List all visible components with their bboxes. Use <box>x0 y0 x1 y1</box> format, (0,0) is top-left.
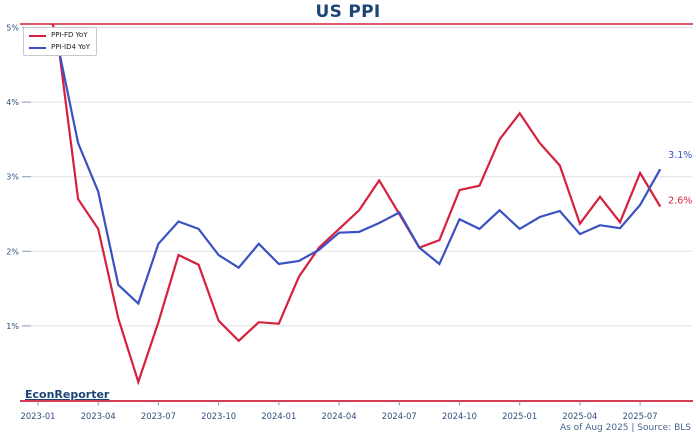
x-axis-label: 2024-01 <box>261 411 296 421</box>
legend: PPI-FD YoY PPI-ID4 YoY <box>23 27 98 56</box>
ppi-id4-line <box>37 26 662 306</box>
ppi-id4-swatch <box>29 46 46 49</box>
y-axis-label: 5% <box>6 24 19 33</box>
ppi-fd-line <box>51 24 662 386</box>
y-axis-label: 1% <box>6 322 19 331</box>
x-axis-label: 2025-07 <box>623 411 658 421</box>
ppi-fd-swatch <box>29 34 46 37</box>
source-note: As of Aug 2025 | Source: BLS <box>559 423 691 433</box>
x-axis-label: 2025-04 <box>562 411 597 421</box>
x-axis-label: 2023-07 <box>141 411 176 421</box>
y-axis-label: 3% <box>6 173 19 182</box>
x-axis-label: 2023-10 <box>201 411 236 421</box>
legend-item-ppi-id4: PPI-ID4 YoY <box>29 43 90 52</box>
x-axis-label: 2025-01 <box>502 411 537 421</box>
x-axis-label: 2024-04 <box>322 411 357 421</box>
legend-label: PPI-FD YoY <box>51 31 88 39</box>
x-axis-label: 2023-04 <box>81 411 116 421</box>
x-axis-label: 2024-10 <box>442 411 477 421</box>
legend-label: PPI-ID4 YoY <box>51 43 91 51</box>
x-axis-label: 2023-01 <box>21 411 56 421</box>
y-axis-label: 4% <box>6 98 19 107</box>
y-axis-label: 2% <box>6 247 19 256</box>
legend-item-ppi-fd: PPI-FD YoY <box>29 31 90 40</box>
econreporter-logo: EconReporter <box>25 388 110 401</box>
end-label-blue: 3.1% <box>668 150 692 161</box>
end-label-red: 2.6% <box>668 196 692 207</box>
chart-title: US PPI <box>315 2 381 22</box>
x-axis-label: 2024-07 <box>382 411 417 421</box>
